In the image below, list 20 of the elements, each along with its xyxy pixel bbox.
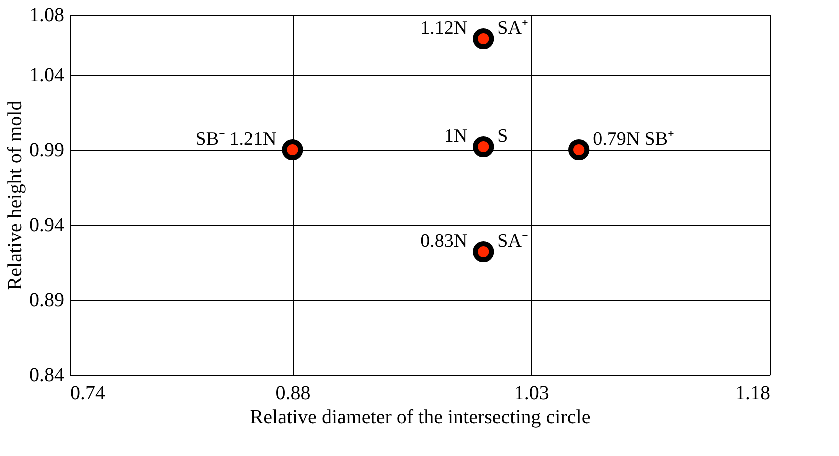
- annotation: SB⁻ 1.21N: [196, 129, 277, 150]
- annotation: S: [498, 126, 508, 147]
- y-tick-label: 1.04: [30, 64, 64, 86]
- y-tick-label: 0.84: [30, 364, 64, 386]
- x-tick-label: 0.88: [276, 382, 311, 404]
- x-tick-label: 0.74: [70, 382, 106, 404]
- y-tick-label: 1.08: [30, 4, 64, 26]
- x-axis-title: Relative diameter of the intersecting circle: [250, 406, 591, 428]
- y-tick-label: 0.89: [30, 290, 64, 312]
- y-axis-title: Relative height of mold: [4, 100, 26, 290]
- x-tick-label: 1.03: [514, 382, 550, 404]
- y-tick-label: 0.94: [30, 214, 64, 236]
- annotation: 0.83N: [420, 231, 468, 252]
- annotation: SA⁻: [498, 231, 528, 252]
- annotation: 0.79N SB⁺: [593, 129, 674, 150]
- annotation: 1.12N: [420, 18, 468, 39]
- annotation: 1N: [444, 126, 468, 147]
- y-tick-label: 0.99: [30, 140, 64, 162]
- annotation: SA⁺: [498, 18, 528, 39]
- x-tick-label: 1.18: [736, 382, 770, 404]
